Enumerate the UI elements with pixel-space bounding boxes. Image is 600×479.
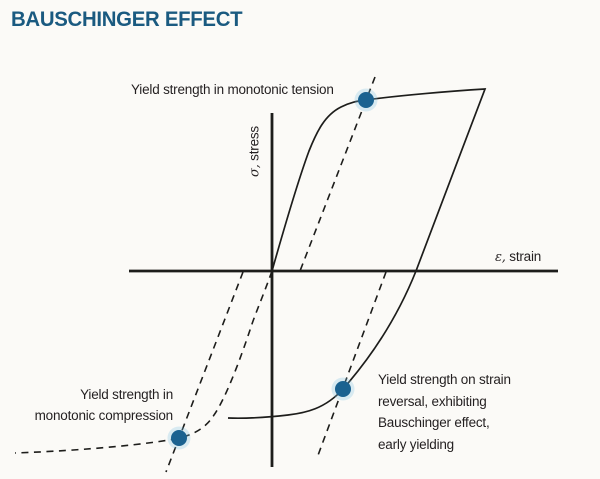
annotation-compression: Yield strength in monotonic compression	[21, 384, 174, 426]
x-axis-label: ε, strain	[495, 249, 541, 265]
reversal-yield-point	[335, 381, 351, 397]
elastic-offset-line-reversal	[316, 271, 387, 459]
annotation-reversal-line4: early yielding	[378, 436, 454, 452]
x-axis-word: strain	[505, 249, 542, 264]
page-title: BAUSCHINGER EFFECT	[11, 8, 243, 31]
epsilon-symbol: ε,	[495, 250, 506, 265]
annotation-reversal-line1: Yield strength on strain	[378, 372, 511, 387]
annotation-reversal-line2: reversal, exhibiting	[378, 393, 487, 409]
hysteresis-curve	[227, 88, 487, 419]
annotation-reversal: Yield strength on strain reversal, exhib…	[378, 369, 511, 455]
annotation-compression-line2: monotonic compression	[34, 408, 174, 423]
annotation-reversal-line3: Bauschinger effect,	[378, 415, 490, 430]
annotation-compression-line1: Yield strength in	[80, 387, 173, 402]
annotation-tension: Yield strength in monotonic tension	[131, 82, 334, 97]
y-axis-label: σ, stress	[247, 112, 264, 192]
sigma-symbol: σ,	[247, 164, 263, 177]
elastic-offset-line-tension	[299, 76, 376, 272]
compression-yield-point	[171, 430, 187, 446]
y-axis-word: stress	[246, 126, 262, 165]
monotonic-compression-curve-dashed	[14, 270, 273, 454]
tension-yield-point	[358, 92, 374, 108]
